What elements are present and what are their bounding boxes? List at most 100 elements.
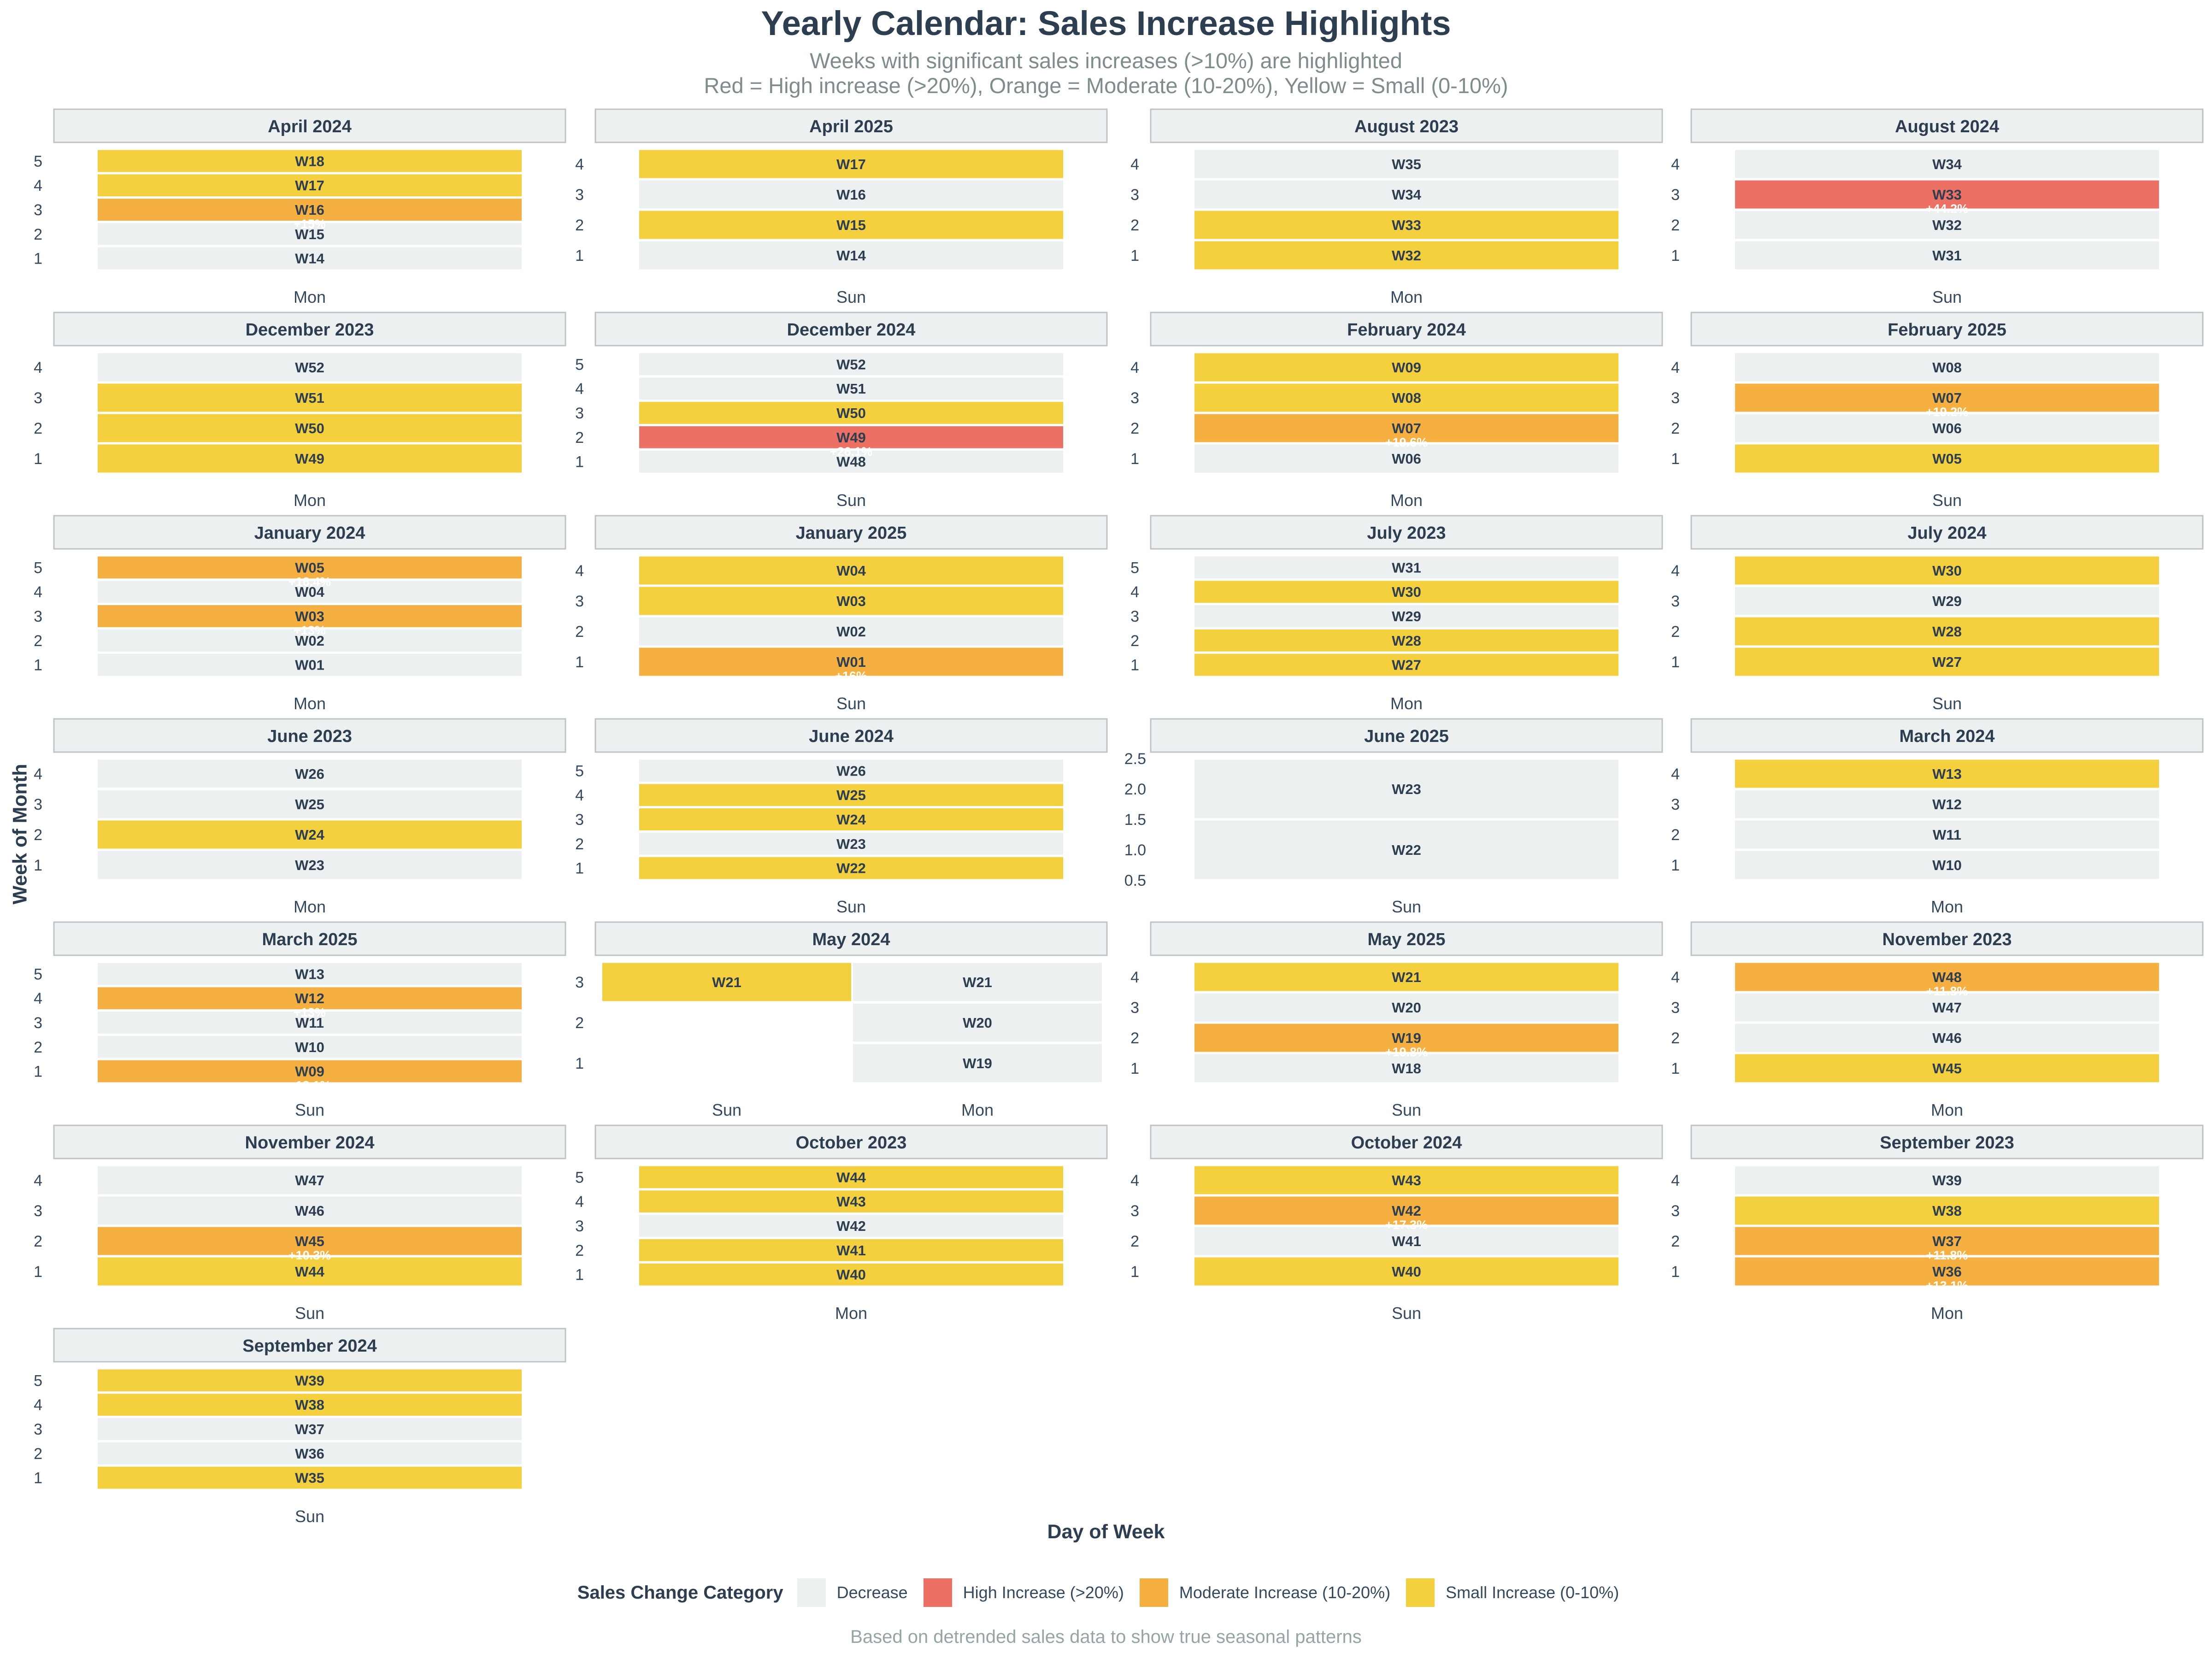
facet-strip-september-2024 [53, 1328, 566, 1363]
facet-title-february-2024: February 2024 [1347, 320, 1466, 340]
y-tick-november-2024-3: 3 [34, 1202, 42, 1220]
y-tick-march-2025-4: 4 [34, 990, 42, 1007]
tile-july-2023-w27 [1194, 653, 1618, 676]
tile-may-2025-w21 [1194, 963, 1618, 991]
tile-december-2023-w49 [98, 444, 522, 473]
tile-january-2025-w04 [639, 556, 1063, 585]
tile-february-2025-w07 [1735, 383, 2159, 412]
tile-december-2024-w52 [639, 353, 1063, 376]
y-tick-may-2025-4: 4 [1130, 969, 1139, 986]
tile-july-2024-w27 [1735, 647, 2159, 676]
facet-title-august-2023: August 2023 [1354, 117, 1459, 136]
tile-october-2024-w40 [1194, 1257, 1618, 1286]
facet-title-june-2024: June 2024 [809, 727, 894, 746]
x-tick-july-2023-mon: Mon [1390, 694, 1423, 713]
y-tick-january-2024-2: 2 [34, 632, 42, 650]
tile-september-2024-w35 [98, 1466, 522, 1489]
tile-august-2023-w33 [1194, 211, 1618, 239]
tile-pct-september-2023-w37: +11.8% [1926, 1248, 1968, 1262]
y-tick-june-2023-1: 1 [34, 857, 42, 874]
tile-february-2025-w08 [1735, 353, 2159, 382]
y-tick-november-2023-2: 2 [1671, 1030, 1680, 1047]
y-tick-march-2024-4: 4 [1671, 765, 1680, 783]
y-tick-may-2025-1: 1 [1130, 1060, 1139, 1077]
y-tick-december-2024-3: 3 [575, 405, 584, 422]
y-axis-label-wrap: Week of Month [6, 764, 34, 905]
facet-strip-june-2023 [53, 718, 566, 753]
y-tick-october-2023-2: 2 [575, 1242, 584, 1259]
tile-label-january-2024-w04: W04 [295, 584, 325, 600]
facet-strip-march-2025 [53, 921, 566, 956]
y-tick-april-2025-4: 4 [575, 156, 584, 173]
y-tick-june-2025-2.0: 2.0 [1124, 781, 1146, 798]
tile-label-september-2024-w35: W35 [295, 1470, 324, 1486]
facet-strip-june-2024 [594, 718, 1108, 753]
tile-label-june-2024-w23: W23 [836, 836, 866, 852]
facet-title-february-2025: February 2025 [1888, 320, 2006, 340]
y-tick-february-2024-2: 2 [1130, 420, 1139, 437]
tile-may-2024-w19-mon [853, 1044, 1102, 1082]
tile-label-november-2023-w47: W47 [1932, 1000, 1962, 1016]
y-tick-december-2023-4: 4 [34, 359, 42, 377]
tile-july-2024-w29 [1735, 587, 2159, 615]
facet-strip-january-2025 [594, 515, 1108, 550]
y-tick-july-2023-2: 2 [1130, 632, 1139, 650]
y-tick-july-2024-1: 1 [1671, 653, 1680, 671]
facet-title-march-2025: March 2025 [262, 930, 357, 949]
y-tick-november-2023-1: 1 [1671, 1060, 1680, 1077]
tile-label-october-2024-w40: W40 [1392, 1264, 1421, 1280]
y-tick-march-2025-1: 1 [34, 1063, 42, 1081]
x-tick-january-2025-sun: Sun [836, 694, 866, 713]
y-tick-september-2023-3: 3 [1671, 1202, 1680, 1220]
tile-label-june-2023-w25: W25 [295, 796, 324, 812]
tile-label-july-2024-w28: W28 [1932, 624, 1962, 640]
tile-april-2024-w17 [98, 174, 522, 197]
tile-label-may-2024-w20-mon: W20 [963, 1015, 992, 1031]
y-tick-december-2024-4: 4 [575, 380, 584, 398]
tile-october-2023-w43 [639, 1190, 1063, 1213]
tile-label-september-2024-w38: W38 [295, 1397, 324, 1413]
x-tick-january-2024-mon: Mon [294, 694, 326, 713]
tile-april-2024-w16 [98, 199, 522, 221]
tile-label-april-2024-w15: W15 [295, 226, 324, 242]
y-tick-october-2024-2: 2 [1130, 1233, 1139, 1250]
legend-swatch-high [923, 1578, 952, 1607]
tile-june-2024-w24 [639, 808, 1063, 830]
tile-label-october-2023-w42: W42 [836, 1218, 866, 1234]
tile-march-2025-w10 [98, 1035, 522, 1058]
tile-label-september-2024-w36: W36 [295, 1446, 324, 1462]
tile-february-2024-w09 [1194, 353, 1618, 382]
tile-december-2024-w51 [639, 377, 1063, 400]
y-tick-november-2024-4: 4 [34, 1172, 42, 1189]
tile-label-march-2025-w13: W13 [295, 966, 324, 982]
facet-strip-october-2024 [1150, 1124, 1663, 1159]
tile-pct-may-2025-w19: +19.8% [1385, 1045, 1428, 1059]
facet-strip-july-2024 [1690, 515, 2204, 550]
x-tick-february-2025-sun: Sun [1932, 491, 1962, 510]
facet-title-october-2023: October 2023 [796, 1133, 907, 1153]
tile-january-2024-w04 [98, 581, 522, 603]
facet-title-january-2024: January 2024 [254, 524, 365, 543]
y-tick-june-2023-3: 3 [34, 796, 42, 813]
tile-label-april-2025-w16: W16 [836, 187, 866, 203]
legend-item-moderate: Moderate Increase (10-20%) [1139, 1578, 1390, 1607]
y-tick-august-2024-2: 2 [1671, 217, 1680, 234]
tile-label-october-2024-w43: W43 [1392, 1172, 1421, 1188]
tile-label-november-2023-w45: W45 [1932, 1060, 1962, 1077]
facet-title-october-2024: October 2024 [1351, 1133, 1462, 1153]
tile-february-2025-w06 [1735, 414, 2159, 442]
y-tick-september-2023-1: 1 [1671, 1263, 1680, 1281]
tile-label-august-2024-w32: W32 [1932, 217, 1962, 233]
x-tick-may-2024-mon: Mon [961, 1100, 994, 1119]
tile-pct-december-2024-w49: +26.1% [830, 445, 872, 459]
facet-title-september-2024: September 2024 [242, 1336, 377, 1356]
tile-november-2023-w47 [1735, 993, 2159, 1022]
y-tick-april-2024-1: 1 [34, 250, 42, 268]
tile-label-august-2023-w35: W35 [1392, 156, 1421, 172]
tile-label-february-2024-w09: W09 [1392, 359, 1421, 376]
y-tick-october-2024-3: 3 [1130, 1202, 1139, 1220]
tile-label-march-2025-w09: W09 [295, 1064, 324, 1080]
y-tick-january-2025-1: 1 [575, 653, 584, 671]
tile-label-march-2024-w12: W12 [1932, 796, 1962, 812]
y-tick-may-2024-1: 1 [575, 1055, 584, 1072]
